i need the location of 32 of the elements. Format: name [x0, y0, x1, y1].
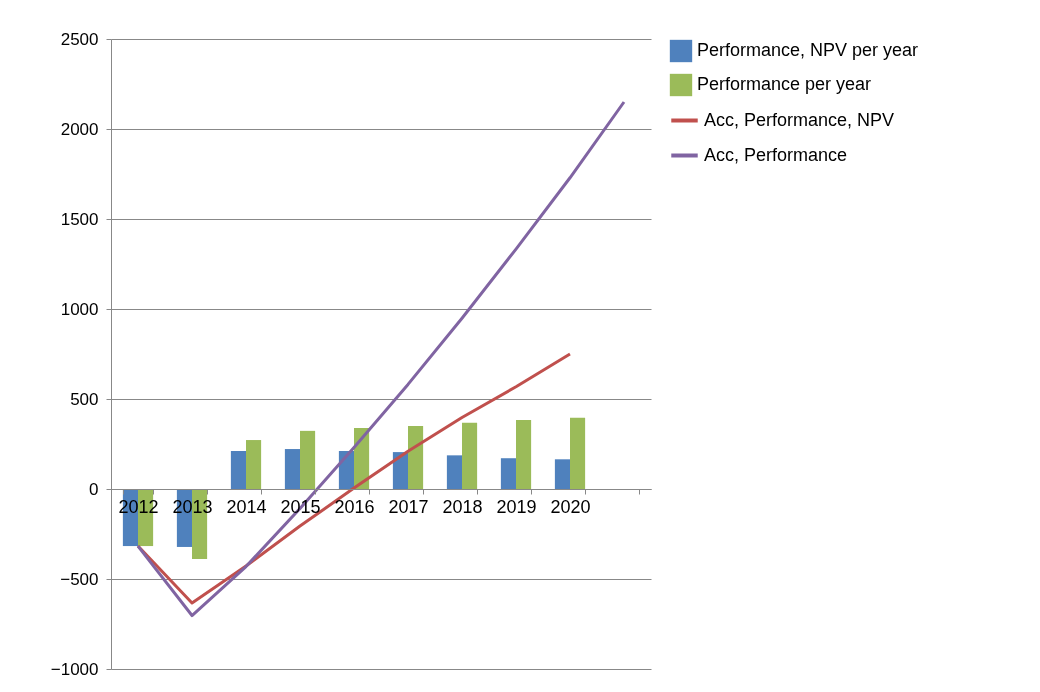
- legend-label: Acc, Performance: [704, 144, 848, 165]
- x-tick-label: 2017: [388, 496, 429, 517]
- y-tick-label: −500: [60, 569, 99, 589]
- legend-label: Acc, Performance, NPV: [704, 109, 895, 130]
- y-tick-label: 2000: [60, 119, 99, 139]
- y-tick-label: 0: [89, 479, 99, 499]
- bar: [500, 458, 516, 489]
- bar: [462, 422, 478, 489]
- x-tick-label: 2016: [334, 496, 375, 517]
- bar: [446, 455, 462, 489]
- bar: [516, 419, 532, 489]
- x-tick-label: 2012: [118, 496, 159, 517]
- legend-label: Performance per year: [697, 74, 872, 94]
- bar: [230, 451, 246, 489]
- y-tick-label: 500: [70, 389, 99, 409]
- bar: [570, 417, 586, 489]
- y-tick-label: −1000: [50, 659, 99, 679]
- y-tick-label: 1500: [60, 209, 99, 229]
- y-tick-label: 2500: [60, 29, 99, 49]
- x-tick-label: 2013: [172, 496, 213, 517]
- bar: [300, 430, 316, 489]
- bar: [392, 452, 408, 489]
- x-tick-label: 2014: [226, 496, 267, 517]
- x-tick-label: 2018: [442, 496, 483, 517]
- bar: [246, 440, 262, 489]
- bar: [284, 449, 300, 489]
- x-tick-label: 2020: [550, 496, 591, 517]
- bar: [408, 426, 424, 489]
- y-tick-label: 1000: [60, 299, 99, 319]
- legend-label: Performance, NPV per year: [697, 40, 919, 60]
- bar: [554, 459, 570, 489]
- x-tick-label: 2019: [496, 496, 537, 517]
